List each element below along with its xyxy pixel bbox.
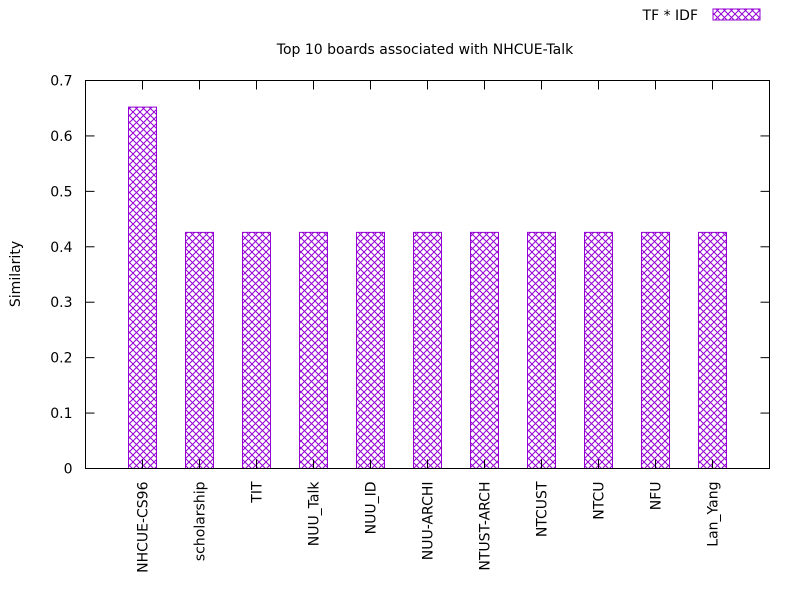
bar-nuu-id	[356, 231, 385, 469]
legend: TF * IDF	[642, 8, 761, 24]
y-ticks-group: 0 0.1 0.2 0.3 0.4 0.5 0.6 0.7	[50, 74, 770, 478]
bars-group	[128, 106, 727, 469]
y-tick-label: 0.3	[50, 295, 72, 311]
bar-nfu	[641, 231, 670, 469]
y-tick-label: 0	[64, 462, 73, 478]
legend-swatch-tf-idf	[712, 8, 761, 21]
bar-lan-yang	[698, 231, 727, 469]
bar-nuu-archi	[413, 231, 442, 469]
x-tick-label: Lan_Yang	[706, 482, 722, 547]
x-ticks-group: NHCUE-CS96 scholarship TIT NUU_Talk NUU_ID NU…	[136, 80, 722, 573]
plot-frame	[85, 80, 770, 469]
x-tick-label: NTCUST	[535, 481, 551, 537]
y-tick-label: 0.4	[50, 240, 72, 256]
chart-title: Top 10 boards associated with NHCUE-Talk	[276, 42, 574, 58]
x-tick-label: NUU-ARCHI	[421, 482, 437, 561]
y-axis-label: Similarity	[8, 241, 24, 307]
x-tick-label: NUU_Talk	[307, 481, 323, 547]
bar-nuu-talk	[299, 231, 328, 469]
y-tick-label: 0.2	[50, 351, 72, 367]
x-tick-label: NUU_ID	[364, 482, 380, 535]
y-tick-label: 0.5	[50, 184, 72, 200]
x-tick-label: NHCUE-CS96	[136, 481, 152, 572]
bar-nhcue-cs96	[128, 106, 157, 469]
x-tick-label: NTCU	[592, 482, 608, 520]
bar-ntcust	[527, 231, 556, 469]
x-tick-label: NFU	[649, 482, 665, 511]
x-tick-label: scholarship	[193, 481, 209, 561]
x-tick-label: NTUST-ARCH	[478, 482, 494, 571]
y-tick-label: 0.7	[50, 74, 72, 90]
bar-ntcu	[584, 231, 613, 469]
y-tick-label: 0.1	[50, 406, 72, 422]
bar-tit	[242, 231, 271, 469]
legend-label-tf-idf: TF * IDF	[642, 8, 698, 24]
x-tick-label: TIT	[250, 481, 266, 504]
y-tick-label: 0.6	[50, 129, 72, 145]
bar-scholarship	[185, 231, 214, 469]
bar-ntust-arch	[470, 231, 499, 469]
